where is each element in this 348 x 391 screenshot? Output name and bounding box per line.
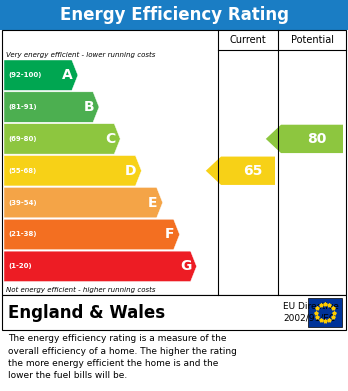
Text: Very energy efficient - lower running costs: Very energy efficient - lower running co… <box>6 52 155 58</box>
Polygon shape <box>4 92 99 122</box>
Text: The energy efficiency rating is a measure of the
overall efficiency of a home. T: The energy efficiency rating is a measur… <box>8 334 237 380</box>
Text: (92-100): (92-100) <box>8 72 41 78</box>
Text: F: F <box>165 228 175 242</box>
Bar <box>2 30 346 295</box>
Bar <box>308 298 342 327</box>
Text: EU Directive
2002/91/EC: EU Directive 2002/91/EC <box>283 302 339 323</box>
Text: Current: Current <box>230 35 266 45</box>
Polygon shape <box>4 251 197 282</box>
Text: B: B <box>84 100 94 114</box>
Text: (21-38): (21-38) <box>8 231 37 237</box>
Polygon shape <box>206 156 275 185</box>
Text: Not energy efficient - higher running costs: Not energy efficient - higher running co… <box>6 287 156 293</box>
Text: D: D <box>125 164 136 178</box>
Polygon shape <box>4 219 180 249</box>
Text: A: A <box>62 68 73 82</box>
Text: (81-91): (81-91) <box>8 104 37 110</box>
Text: England & Wales: England & Wales <box>8 303 165 321</box>
Polygon shape <box>266 125 343 153</box>
Text: Energy Efficiency Rating: Energy Efficiency Rating <box>60 6 288 24</box>
Polygon shape <box>4 124 120 154</box>
Text: Potential: Potential <box>291 35 333 45</box>
Text: G: G <box>180 259 191 273</box>
Text: C: C <box>105 132 115 146</box>
Text: (55-68): (55-68) <box>8 168 36 174</box>
Bar <box>2 295 346 330</box>
Polygon shape <box>4 187 163 218</box>
Polygon shape <box>4 156 141 186</box>
Text: E: E <box>148 196 158 210</box>
Text: (39-54): (39-54) <box>8 200 37 206</box>
Bar <box>0 0 348 30</box>
Polygon shape <box>4 60 78 90</box>
Text: (1-20): (1-20) <box>8 263 32 269</box>
Text: 65: 65 <box>243 164 263 178</box>
Text: (69-80): (69-80) <box>8 136 37 142</box>
Text: 80: 80 <box>307 132 327 146</box>
